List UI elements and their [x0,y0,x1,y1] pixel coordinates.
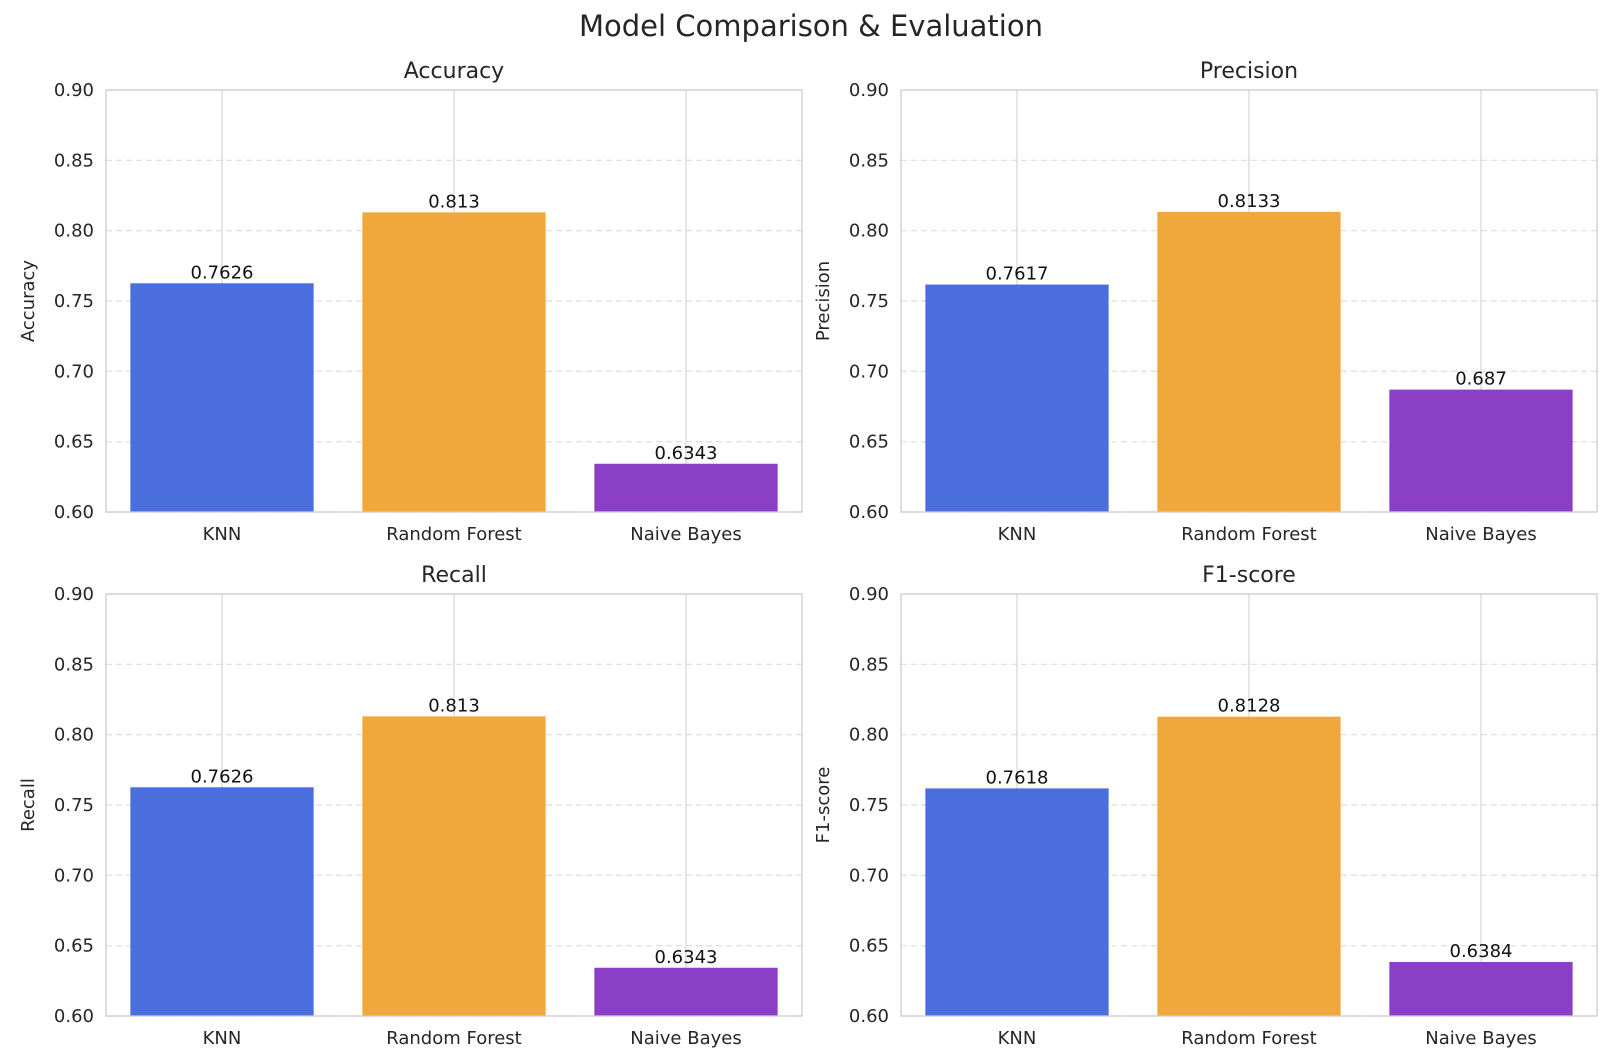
x-tick-label: Random Forest [386,1028,521,1049]
chart-panel-accuracy: 0.7626 0.813 0.6343 0.60 0.65 0.70 0.75 0.80 0.8… [18,59,803,545]
x-tick-label: KNN [998,524,1037,545]
axes-frame [900,593,1598,1017]
y-tick-label: 0.60 [849,502,889,523]
y-tick-label: 0.85 [849,654,889,675]
y-axis-label: Accuracy [18,260,39,343]
data-label: 0.813 [428,191,480,212]
data-label: 0.6343 [655,443,718,464]
bar-random-forest [362,716,546,1016]
y-tick-label: 0.60 [849,1006,889,1027]
axes-frame [900,89,1598,513]
y-tick-label: 0.80 [54,725,94,746]
y-tick-label: 0.70 [54,865,94,886]
x-tick-label: Random Forest [386,524,521,545]
y-tick-label: 0.65 [54,936,94,957]
y-tick-label: 0.85 [849,150,889,171]
x-tick-label: Naive Bayes [1425,1028,1536,1049]
data-label: 0.813 [428,695,480,716]
y-tick-label: 0.75 [849,291,889,312]
data-label: 0.8128 [1218,696,1281,717]
bar-naive-bayes [594,463,778,512]
y-tick-label: 0.60 [54,1006,94,1027]
data-label: 0.6384 [1450,941,1513,962]
y-tick-label: 0.70 [849,865,889,886]
y-tick-label: 0.80 [849,221,889,242]
y-axis-label: Precision [813,261,834,341]
bar-knn [925,284,1109,512]
bar-knn [925,788,1109,1016]
y-tick-label: 0.70 [849,361,889,382]
y-tick-label: 0.75 [54,795,94,816]
y-tick-label: 0.85 [54,150,94,171]
bar-knn [130,787,314,1016]
chart-title: Recall [421,563,487,588]
y-tick-label: 0.75 [54,291,94,312]
y-tick-label: 0.90 [849,80,889,101]
chart-panel-f1-score: 0.7618 0.8128 0.6384 0.60 0.65 0.70 0.75 0.80 0.… [813,563,1598,1049]
y-axis-label: F1-score [813,767,834,844]
axes-frame [105,89,803,513]
y-tick-label: 0.60 [54,502,94,523]
bar-knn [130,283,314,512]
y-tick-label: 0.85 [54,654,94,675]
data-label: 0.7626 [191,262,254,283]
axes-frame [105,593,803,1017]
x-tick-label: Random Forest [1181,524,1316,545]
y-tick-label: 0.90 [54,584,94,605]
data-label: 0.7626 [191,766,254,787]
x-tick-label: KNN [998,1028,1037,1049]
chart-title: F1-score [1202,563,1296,588]
bar-random-forest [362,212,546,512]
data-label: 0.7618 [986,767,1049,788]
x-tick-label: Naive Bayes [630,1028,741,1049]
bar-naive-bayes [1389,961,1573,1016]
y-axis-label: Recall [18,778,39,832]
bar-random-forest [1157,211,1341,512]
figure-title: Model Comparison & Evaluation [579,9,1043,43]
y-tick-label: 0.65 [54,432,94,453]
x-tick-label: Random Forest [1181,1028,1316,1049]
x-tick-label: KNN [203,1028,242,1049]
y-tick-label: 0.70 [54,361,94,382]
chart-panel-recall: 0.7626 0.813 0.6343 0.60 0.65 0.70 0.75 0.80 0.8… [18,563,803,1049]
bar-naive-bayes [594,967,778,1016]
y-tick-label: 0.65 [849,432,889,453]
y-tick-label: 0.80 [54,221,94,242]
x-tick-label: Naive Bayes [630,524,741,545]
bar-random-forest [1157,716,1341,1016]
chart-title: Accuracy [404,59,504,84]
data-label: 0.687 [1455,369,1507,390]
bar-naive-bayes [1389,389,1573,512]
y-tick-label: 0.65 [849,936,889,957]
chart-title: Precision [1200,59,1298,84]
y-tick-label: 0.90 [849,584,889,605]
y-tick-label: 0.90 [54,80,94,101]
y-tick-label: 0.75 [849,795,889,816]
data-label: 0.6343 [655,947,718,968]
x-tick-label: Naive Bayes [1425,524,1536,545]
x-tick-label: KNN [203,524,242,545]
chart-panel-precision: 0.7617 0.8133 0.687 0.60 0.65 0.70 0.75 0.80 0.8… [813,59,1598,545]
data-label: 0.8133 [1218,191,1281,212]
y-tick-label: 0.80 [849,725,889,746]
data-label: 0.7617 [986,264,1049,285]
